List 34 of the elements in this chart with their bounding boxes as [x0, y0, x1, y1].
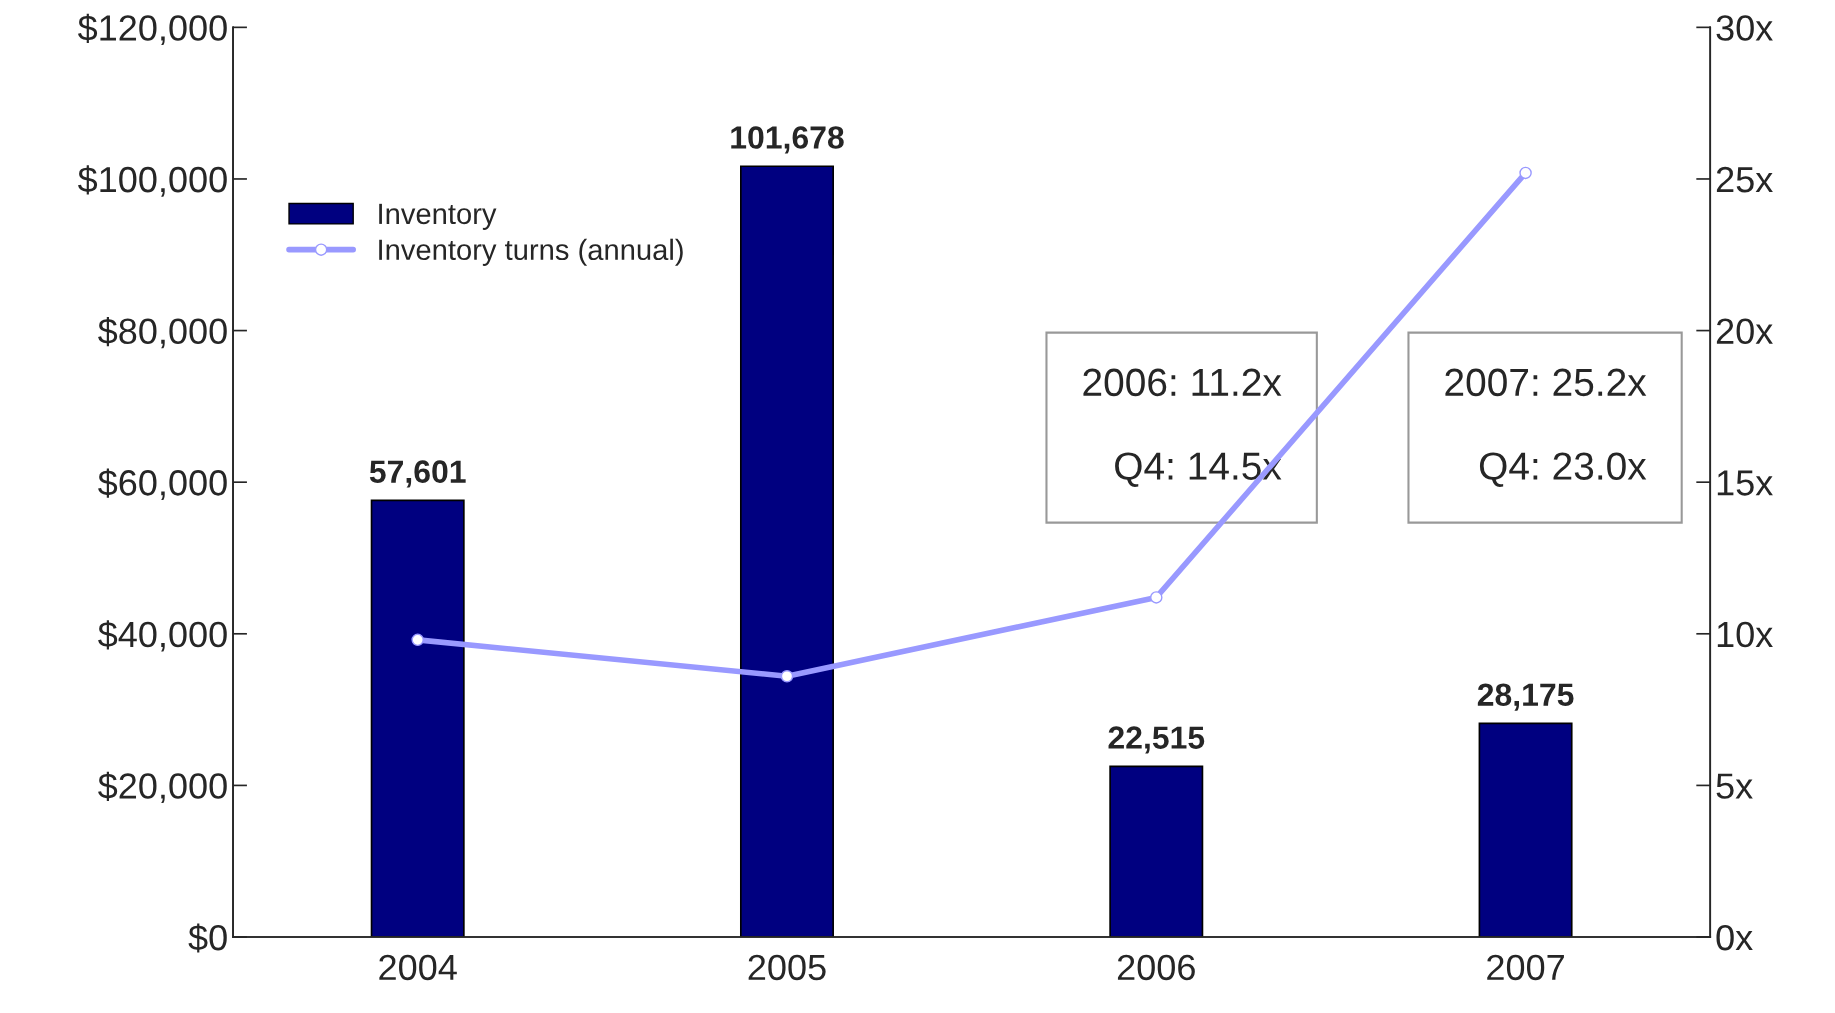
y-tick-label: $20,000: [98, 771, 227, 804]
y-tick-label: $60,000: [98, 468, 227, 500]
y2-tick-label: 25x: [1716, 166, 1773, 193]
point: [780, 670, 794, 683]
x-tick-label: 2006: [1117, 954, 1195, 981]
bar: [1478, 722, 1573, 938]
y-tick-label: $0: [188, 923, 227, 953]
y2-tick-label: 10x: [1717, 621, 1773, 648]
data-label: 57,601: [369, 460, 466, 488]
legend-label: Inventory turns (annual): [379, 238, 683, 266]
data-label: 22,515: [1108, 726, 1205, 754]
y-tick-label: $80,000: [98, 316, 227, 349]
bar: [370, 499, 465, 938]
y2-tick-label: 30x: [1716, 15, 1773, 41]
y2-tick-label: 20x: [1716, 318, 1773, 345]
point: [411, 633, 424, 647]
y2-tick-label: 15x: [1717, 470, 1773, 496]
y-tick-label: $40,000: [98, 620, 227, 652]
bar: [1109, 765, 1204, 938]
point: [1519, 166, 1532, 180]
data-label: 28,175: [1477, 683, 1574, 711]
bar: [739, 165, 834, 938]
data-label: 101,678: [731, 126, 844, 154]
y2-tick-label: 0x: [1716, 924, 1753, 951]
y-tick-label: $120,000: [77, 13, 227, 46]
x-tick-label: 2005: [748, 954, 826, 981]
text: 2006: 11.2x Q4: 14.5x: [1083, 368, 1282, 487]
point: [1150, 591, 1163, 604]
x-tick-label: 2004: [379, 954, 457, 981]
x-tick-label: 2007: [1487, 954, 1564, 981]
y2-tick-label: 5x: [1716, 773, 1753, 799]
legend-label: Inventory: [379, 203, 497, 230]
y-tick-label: $100,000: [77, 165, 227, 197]
text: 2007: 25.2x Q4: 23.0x: [1445, 368, 1647, 487]
